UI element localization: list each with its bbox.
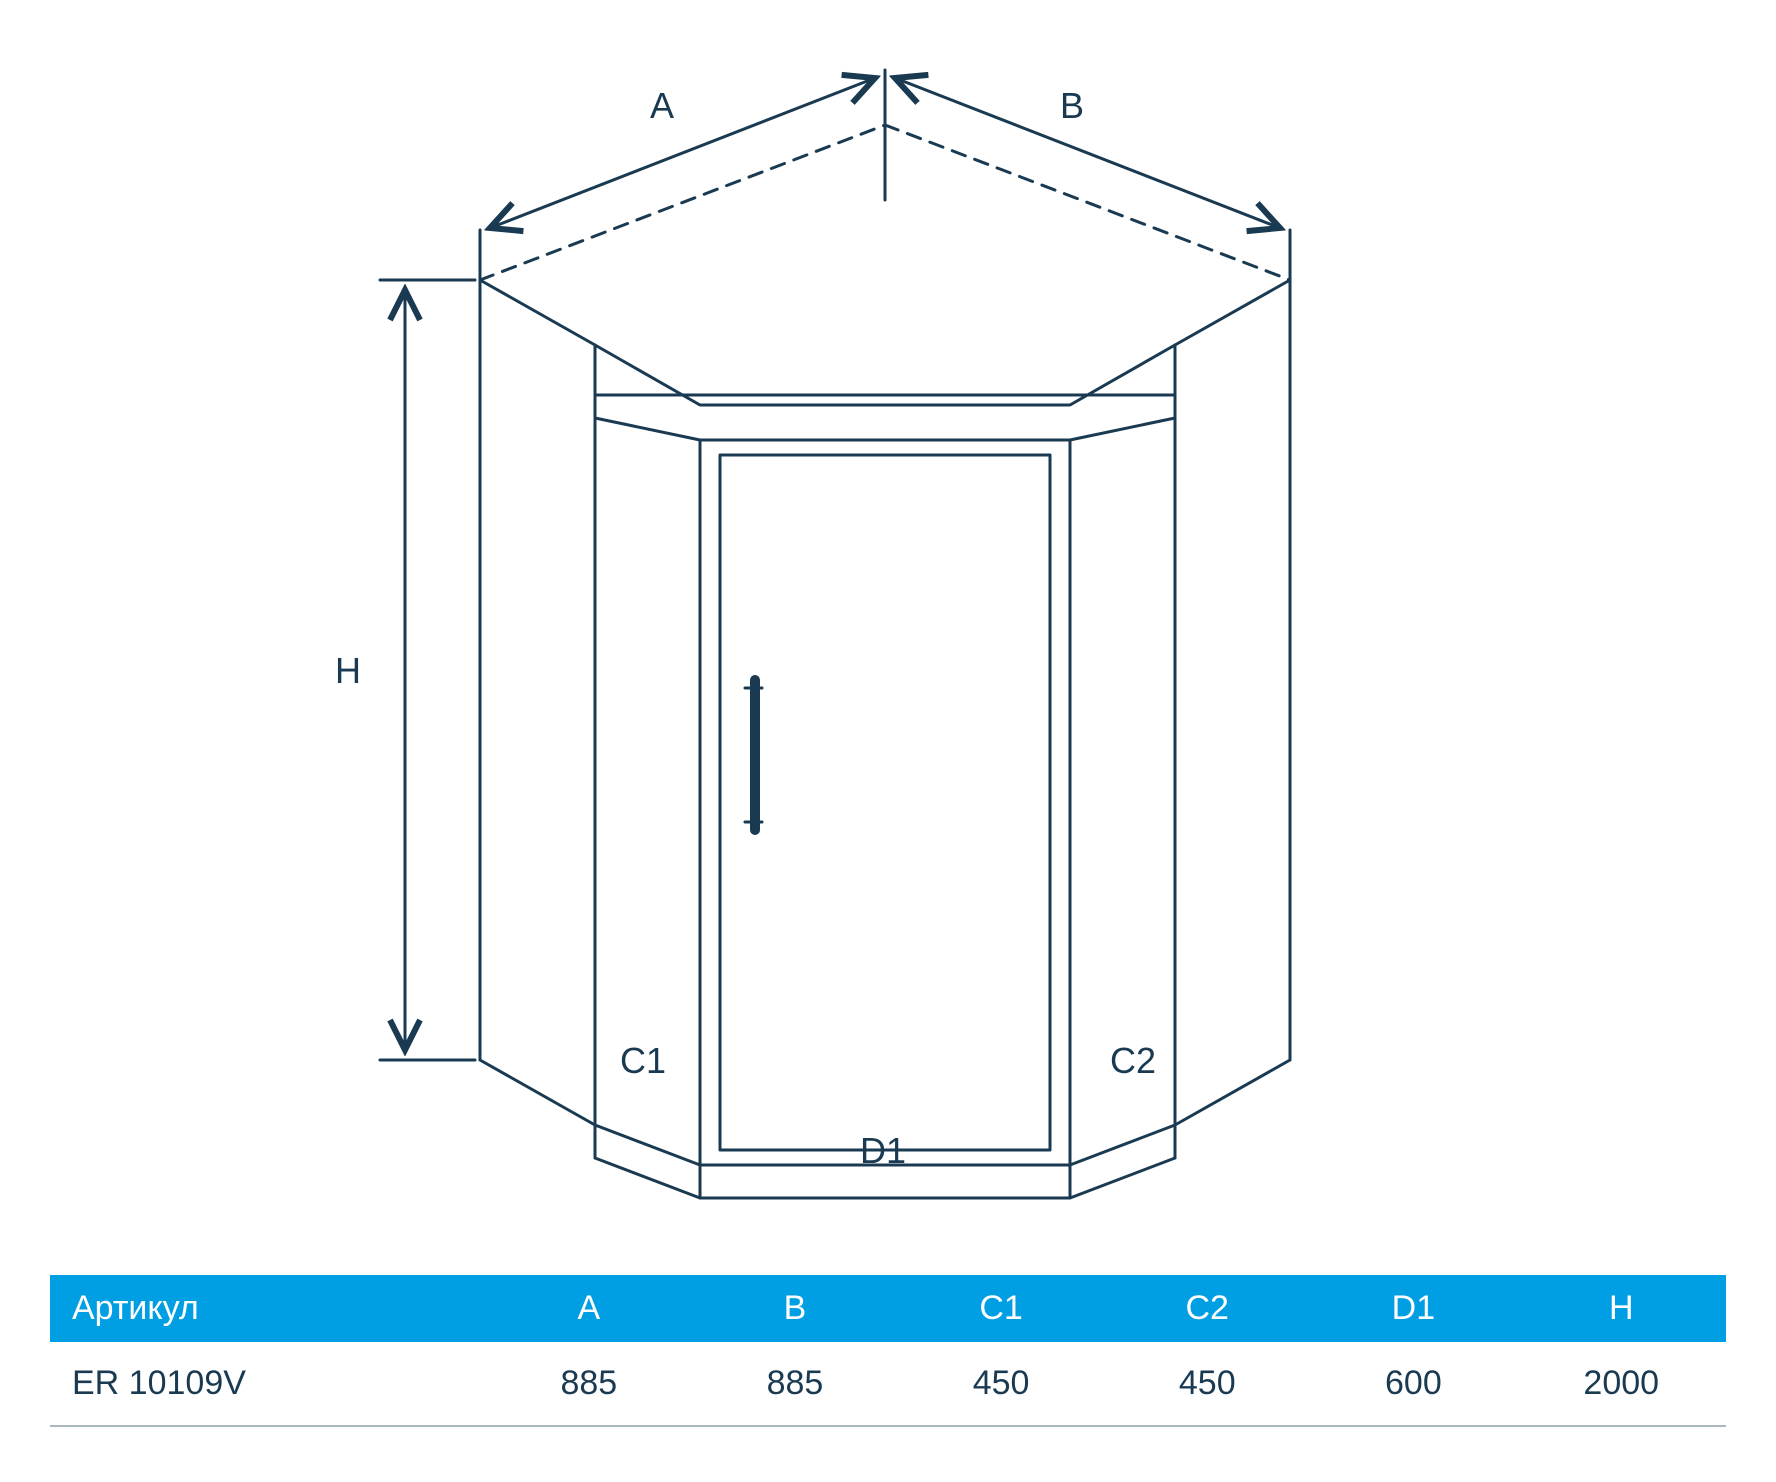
cell-B: 885 bbox=[692, 1342, 898, 1426]
figure-container: A B H C1 C2 D1 Артикул A B C1 C2 bbox=[0, 0, 1776, 1482]
label-D1: D1 bbox=[860, 1130, 906, 1172]
label-A: A bbox=[650, 85, 674, 127]
label-B: B bbox=[1060, 85, 1084, 127]
technical-drawing bbox=[0, 0, 1776, 1260]
cell-C1: 450 bbox=[898, 1342, 1104, 1426]
cell-D1: 600 bbox=[1310, 1342, 1516, 1426]
dimension-table: Артикул A B C1 C2 D1 H ER 10109V 885 885… bbox=[50, 1275, 1726, 1427]
label-C2: C2 bbox=[1110, 1040, 1156, 1082]
cell-article: ER 10109V bbox=[50, 1342, 486, 1426]
col-header: H bbox=[1516, 1275, 1726, 1342]
col-header: A bbox=[486, 1275, 692, 1342]
cell-C2: 450 bbox=[1104, 1342, 1310, 1426]
table-row: ER 10109V 885 885 450 450 600 2000 bbox=[50, 1342, 1726, 1426]
label-H: H bbox=[335, 650, 361, 692]
table-header-row: Артикул A B C1 C2 D1 H bbox=[50, 1275, 1726, 1342]
col-header: C1 bbox=[898, 1275, 1104, 1342]
spec-table: Артикул A B C1 C2 D1 H ER 10109V 885 885… bbox=[50, 1275, 1726, 1427]
cell-A: 885 bbox=[486, 1342, 692, 1426]
cell-H: 2000 bbox=[1516, 1342, 1726, 1426]
label-C1: C1 bbox=[620, 1040, 666, 1082]
col-header: Артикул bbox=[50, 1275, 486, 1342]
col-header: B bbox=[692, 1275, 898, 1342]
col-header: D1 bbox=[1310, 1275, 1516, 1342]
col-header: C2 bbox=[1104, 1275, 1310, 1342]
